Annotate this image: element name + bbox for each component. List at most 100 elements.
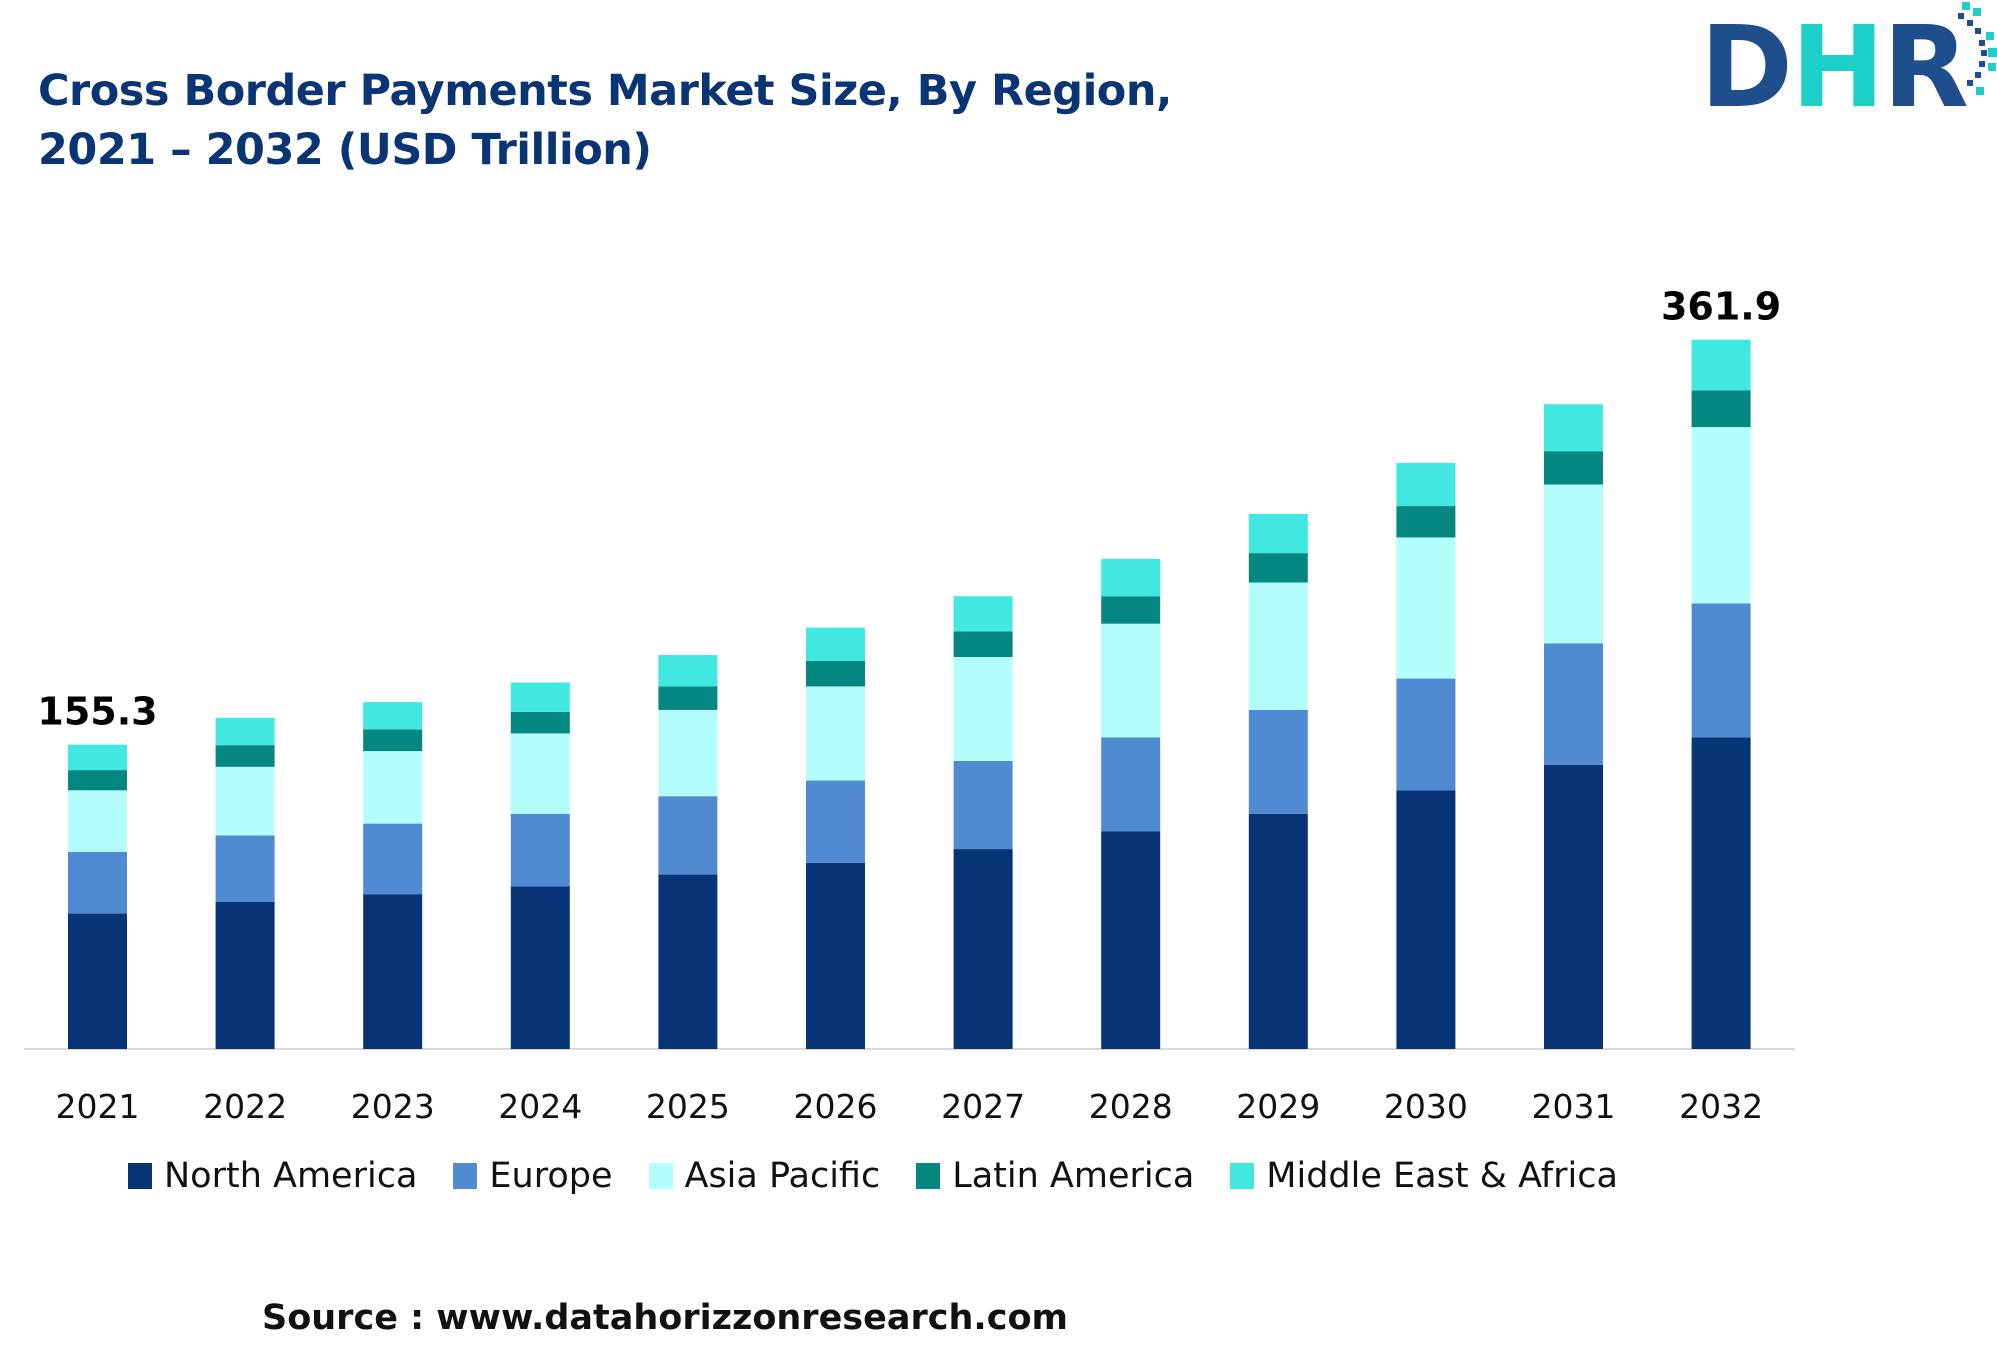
chart-title-line1: Cross Border Payments Market Size, By Re… <box>38 66 1172 116</box>
bar-2026-middle-east-and-africa <box>806 627 865 661</box>
bar-2022-latin-america <box>215 745 275 767</box>
bar-2025-latin-america <box>658 686 718 710</box>
bar-2029-asia-pacific <box>1248 582 1308 710</box>
legend-label-latin-america: Latin America <box>952 1156 1195 1196</box>
bar-2023-north-america <box>363 894 423 1049</box>
bar-2029-europe <box>1248 709 1308 814</box>
legend-item-europe: Europe <box>453 1156 613 1196</box>
bar-2028-north-america <box>1101 831 1161 1049</box>
bar-2029-north-america <box>1248 813 1308 1049</box>
bar-2023-middle-east-and-africa <box>363 702 423 730</box>
bar-2024-europe <box>510 813 570 887</box>
bar-2030-asia-pacific <box>1396 537 1456 679</box>
bars-group <box>68 339 1751 1049</box>
bar-2025-asia-pacific <box>658 709 718 797</box>
x-tick-label-2029: 2029 <box>1236 1087 1320 1126</box>
bar-2031-latin-america <box>1544 451 1603 485</box>
legend-label-north-america: North America <box>164 1156 418 1196</box>
dhr-logo: DHR <box>1700 2 1997 133</box>
bar-2025-north-america <box>658 874 718 1049</box>
legend-swatch-latin-america <box>916 1163 941 1189</box>
bar-2030-north-america <box>1396 790 1456 1049</box>
x-tick-label-2030: 2030 <box>1384 1087 1468 1126</box>
legend: North America Europe Asia Pacific Latin Ame… <box>128 1156 1654 1196</box>
legend-swatch-north-america <box>128 1163 152 1189</box>
legend-item-north-america: North America <box>128 1156 417 1196</box>
bar-2029-middle-east-and-africa <box>1248 513 1308 554</box>
bar-2022-north-america <box>215 902 275 1049</box>
bar-2021-asia-pacific <box>68 790 127 852</box>
bar-2030-latin-america <box>1396 506 1456 538</box>
x-tick-labels: 2021 2022 2023 2024 2025 2026 2027 2028 2029 2030… <box>56 1087 1764 1126</box>
x-tick-label-2024: 2024 <box>498 1087 582 1126</box>
x-tick-label-2023: 2023 <box>351 1087 435 1126</box>
x-tick-label-2026: 2026 <box>794 1087 878 1126</box>
bar-2026-asia-pacific <box>806 686 865 781</box>
bar-2024-middle-east-and-africa <box>510 682 570 712</box>
x-tick-label-2027: 2027 <box>941 1087 1025 1126</box>
x-tick-label-2031: 2031 <box>1532 1087 1616 1126</box>
legend-item-latin-america: Latin America <box>916 1156 1194 1196</box>
bar-2031-north-america <box>1544 764 1603 1049</box>
bar-2027-europe <box>953 760 1013 850</box>
bar-2024-north-america <box>510 886 570 1049</box>
data-label-2021: 155.3 <box>37 690 157 734</box>
bar-2021-latin-america <box>68 770 127 791</box>
bar-2022-asia-pacific <box>215 766 275 836</box>
bar-2027-asia-pacific <box>953 657 1013 761</box>
x-tick-label-2021: 2021 <box>56 1087 140 1126</box>
bar-2024-asia-pacific <box>510 733 570 814</box>
legend-label-europe: Europe <box>489 1156 613 1196</box>
x-tick-label-2022: 2022 <box>203 1087 287 1126</box>
stacked-bar-chart: 2021 2022 2023 2024 2025 2026 2027 2028 2029 2030… <box>24 285 1795 1126</box>
x-tick-label-2028: 2028 <box>1089 1087 1173 1126</box>
bar-2026-latin-america <box>806 660 865 687</box>
x-tick-label-2025: 2025 <box>646 1087 730 1126</box>
bar-2032-middle-east-and-africa <box>1691 339 1751 391</box>
legend-item-asia-pacific: Asia Pacific <box>648 1156 881 1196</box>
bar-2031-middle-east-and-africa <box>1544 404 1603 452</box>
bar-2024-latin-america <box>510 711 570 734</box>
bar-2021-europe <box>68 851 127 914</box>
bar-2031-asia-pacific <box>1544 484 1603 644</box>
bar-2032-latin-america <box>1691 390 1751 428</box>
bar-2029-latin-america <box>1248 553 1308 583</box>
data-labels: 155.3 361.9 <box>37 285 1781 734</box>
legend-item-middle-east-and-africa: Middle East & Africa <box>1230 1156 1618 1196</box>
x-tick-label-2032: 2032 <box>1679 1087 1763 1126</box>
bar-2025-europe <box>658 796 718 875</box>
chart-title: Cross Border Payments Market Size, By Re… <box>38 62 1172 180</box>
bar-2026-europe <box>806 780 865 863</box>
bar-2023-latin-america <box>363 729 423 752</box>
legend-label-asia-pacific: Asia Pacific <box>684 1156 881 1196</box>
bar-2032-asia-pacific <box>1691 427 1751 604</box>
bar-2022-middle-east-and-africa <box>215 717 275 746</box>
bar-2023-asia-pacific <box>363 751 423 824</box>
bar-2028-asia-pacific <box>1101 623 1161 738</box>
bar-2021-north-america <box>68 913 127 1049</box>
bar-2027-middle-east-and-africa <box>953 596 1013 632</box>
logo-text: DHR <box>1700 3 1969 133</box>
source-text: Source : www.datahorizzonresearch.com <box>262 1298 1068 1338</box>
bar-2027-latin-america <box>953 631 1013 657</box>
bar-2022-europe <box>215 835 275 902</box>
bar-2026-north-america <box>806 862 865 1049</box>
bar-2032-north-america <box>1691 737 1751 1049</box>
bar-2031-europe <box>1544 643 1603 765</box>
bar-2021-middle-east-and-africa <box>68 744 127 771</box>
legend-swatch-middle-east-and-africa <box>1230 1163 1255 1189</box>
logo-dots-icon <box>1958 2 1997 95</box>
bar-2032-europe <box>1691 603 1751 738</box>
bar-2030-middle-east-and-africa <box>1396 462 1456 507</box>
bar-2028-middle-east-and-africa <box>1101 559 1161 597</box>
legend-swatch-asia-pacific <box>648 1163 673 1189</box>
bar-2027-north-america <box>953 849 1013 1049</box>
bar-2023-europe <box>363 823 423 895</box>
data-label-2032: 361.9 <box>1661 285 1781 329</box>
bar-2030-europe <box>1396 678 1456 791</box>
bar-2025-middle-east-and-africa <box>658 655 718 687</box>
chart-title-line2: 2021 – 2032 (USD Trillion) <box>38 125 652 175</box>
legend-swatch-europe <box>453 1163 478 1189</box>
bar-2028-latin-america <box>1101 596 1161 624</box>
bar-2028-europe <box>1101 737 1161 832</box>
